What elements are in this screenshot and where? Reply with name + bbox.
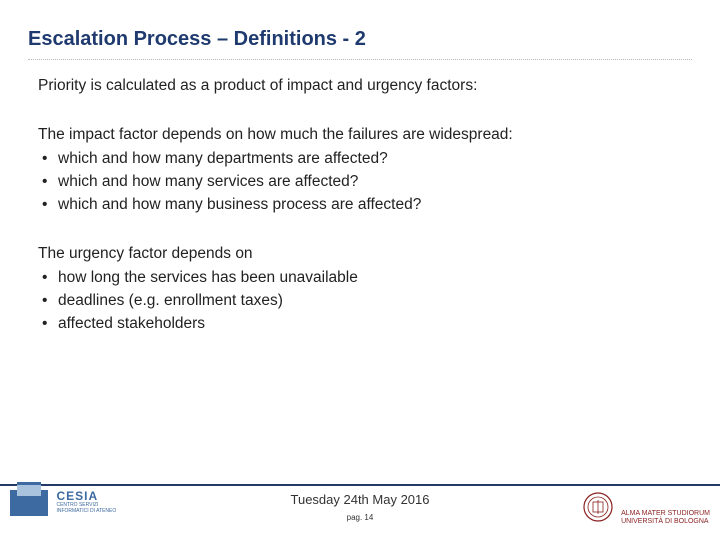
intro-paragraph: Priority is calculated as a product of i… [38,74,682,97]
cesia-text: CESIA CENTRO SERVIZI INFORMATICI DI ATEN… [56,489,116,514]
impact-lead: The impact factor depends on how much th… [38,123,682,146]
logo-cesia: CESIA CENTRO SERVIZI INFORMATICI DI ATEN… [10,482,116,521]
urgency-section: The urgency factor depends on how long t… [38,242,682,335]
list-item: which and how many departments are affec… [38,147,682,170]
list-item: which and how many services are affected… [38,170,682,193]
list-item: how long the services has been unavailab… [38,266,682,289]
impact-bullets: which and how many departments are affec… [38,147,682,217]
unibo-text: ALMA MATER STUDIORUM UNIVERSITÀ DI BOLOG… [621,510,710,525]
slide-title: Escalation Process – Definitions - 2 [28,28,692,60]
unibo-seal-icon [583,509,617,526]
cesia-icon [10,482,48,521]
urgency-lead: The urgency factor depends on [38,242,682,265]
slide: Escalation Process – Definitions - 2 Pri… [0,0,720,540]
footer-page: pag. 14 [291,513,430,522]
slide-body: Priority is calculated as a product of i… [28,74,692,335]
logo-unibo: ALMA MATER STUDIORUM UNIVERSITÀ DI BOLOG… [583,492,710,527]
unibo-line2: UNIVERSITÀ DI BOLOGNA [621,518,710,526]
unibo-line1: ALMA MATER STUDIORUM [621,510,710,518]
list-item: deadlines (e.g. enrollment taxes) [38,289,682,312]
list-item: which and how many business process are … [38,193,682,216]
cesia-name: CESIA [56,489,116,503]
footer: CESIA CENTRO SERVIZI INFORMATICI DI ATEN… [0,484,720,540]
list-item: affected stakeholders [38,312,682,335]
cesia-sub2: INFORMATICI DI ATENEO [56,509,116,515]
urgency-bullets: how long the services has been unavailab… [38,266,682,336]
footer-center: Tuesday 24th May 2016 pag. 14 [291,492,430,522]
footer-date: Tuesday 24th May 2016 [291,492,430,507]
impact-section: The impact factor depends on how much th… [38,123,682,216]
